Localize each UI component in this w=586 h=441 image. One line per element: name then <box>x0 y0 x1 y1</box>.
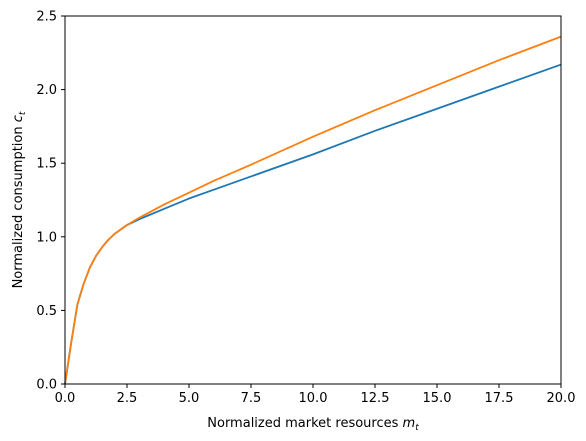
y-axis-ticks: 0.0 0.5 1.0 1.5 2.0 2.5 <box>36 10 65 393</box>
x-tick-label: 17.5 <box>485 391 514 406</box>
y-tick-label: 0.0 <box>36 378 57 393</box>
x-tick-label: 7.5 <box>241 391 262 406</box>
y-tick-label: 0.5 <box>36 304 57 319</box>
plot-area <box>65 16 561 384</box>
x-tick-label: 2.5 <box>117 391 138 406</box>
x-tick-label: 10.0 <box>299 391 328 406</box>
x-tick-label: 15.0 <box>423 391 452 406</box>
y-tick-label: 2.5 <box>36 10 57 25</box>
series-line-2 <box>64 35 562 385</box>
x-tick-label: 0.0 <box>55 391 76 406</box>
y-tick-label: 1.5 <box>36 157 57 172</box>
y-tick-label: 1.0 <box>36 230 57 245</box>
y-tick-label: 2.0 <box>36 83 57 98</box>
x-tick-label: 12.5 <box>361 391 390 406</box>
x-tick-label: 20.0 <box>547 391 576 406</box>
y-axis-label: Normalized consumption ct <box>11 111 28 288</box>
x-axis-label: Normalized market resources mt <box>207 416 419 433</box>
x-tick-label: 5.0 <box>179 391 200 406</box>
x-axis-ticks: 0.0 2.5 5.0 7.5 10.0 12.5 15.0 17.5 20.0 <box>55 384 576 406</box>
series-layer <box>64 35 562 385</box>
